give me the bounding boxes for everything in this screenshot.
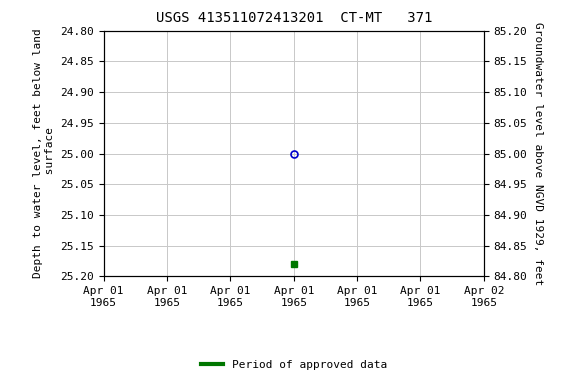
Title: USGS 413511072413201  CT-MT   371: USGS 413511072413201 CT-MT 371 xyxy=(156,12,432,25)
Y-axis label: Groundwater level above NGVD 1929, feet: Groundwater level above NGVD 1929, feet xyxy=(533,22,543,285)
Y-axis label: Depth to water level, feet below land
 surface: Depth to water level, feet below land su… xyxy=(33,29,55,278)
Legend: Period of approved data: Period of approved data xyxy=(196,355,391,374)
